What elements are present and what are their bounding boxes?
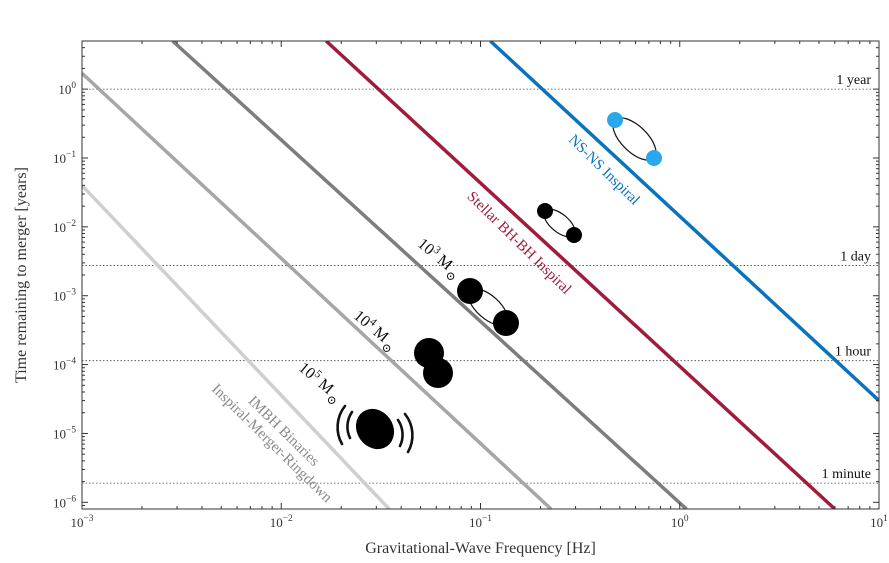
- x-tick-label: 100: [671, 514, 689, 530]
- series-label: 103 M: [414, 235, 456, 280]
- y-tick-label: 10−4: [53, 357, 76, 373]
- series-line: [171, 39, 688, 511]
- sun-symbol-dot: [385, 347, 388, 350]
- y-tick-label: 10−2: [53, 219, 76, 235]
- series-line: [489, 39, 881, 402]
- series-label: Stellar BH-BH Inspiral: [464, 189, 574, 298]
- stellar-bh-label: Stellar BH-BH Inspiral: [464, 189, 574, 298]
- x-tick-label: 10−2: [270, 514, 293, 530]
- stellar-bh-binary-icon: [537, 203, 582, 243]
- series-line: [80, 71, 553, 511]
- sun-symbol: [446, 272, 455, 280]
- imbh-1e3-binary-icon: [457, 278, 519, 336]
- series-labels: IMBH BinariesInspiral-Merger-Ringdown105…: [208, 132, 642, 506]
- mass-label: 105 M: [295, 358, 338, 398]
- y-tick-label: 10−5: [53, 425, 76, 441]
- sun-symbol: [327, 396, 336, 404]
- x-tick-label: 10−3: [71, 514, 94, 530]
- sun-symbol-dot: [330, 399, 333, 402]
- y-tick-label: 10−1: [53, 150, 76, 166]
- x-axis-label: Gravitational-Wave Frequency [Hz]: [365, 540, 596, 557]
- ns-ns-binary-icon: [607, 112, 662, 166]
- reference-line-label: 1 hour: [835, 345, 872, 360]
- imbh-1e5-merger-icon: [336, 404, 414, 454]
- mass-label: 104 M: [350, 306, 393, 346]
- x-tick-label: 101: [870, 514, 888, 530]
- reference-line-label: 1 day: [840, 250, 871, 265]
- reference-lines: 1 year 1 day 1 hour 1 minute: [82, 73, 879, 484]
- x-tick-label: 10−1: [469, 514, 492, 530]
- binary-icons: [336, 112, 662, 454]
- series-label: 105 M: [295, 358, 338, 404]
- reference-line-label: 1 minute: [822, 467, 871, 482]
- series-line: [324, 39, 836, 511]
- sun-symbol: [382, 344, 391, 352]
- y-tick-label: 100: [58, 81, 76, 97]
- y-axis-label: Time remaining to merger [years]: [13, 167, 30, 383]
- sun-symbol-dot: [449, 275, 452, 278]
- y-tick-label: 10−6: [53, 494, 76, 510]
- imbh-1e4-binary-icon: [414, 338, 453, 388]
- reference-line-label: 1 year: [836, 73, 871, 88]
- series-line: [80, 184, 391, 511]
- imbh-label-line2: Inspiral-Merger-Ringdown: [208, 381, 335, 506]
- axis-ticks: 10−3 10−2 10−1 100 101 10−6 10−5 10−4 10−3 10−2 10…: [53, 40, 888, 530]
- y-tick-label: 10−3: [53, 288, 76, 304]
